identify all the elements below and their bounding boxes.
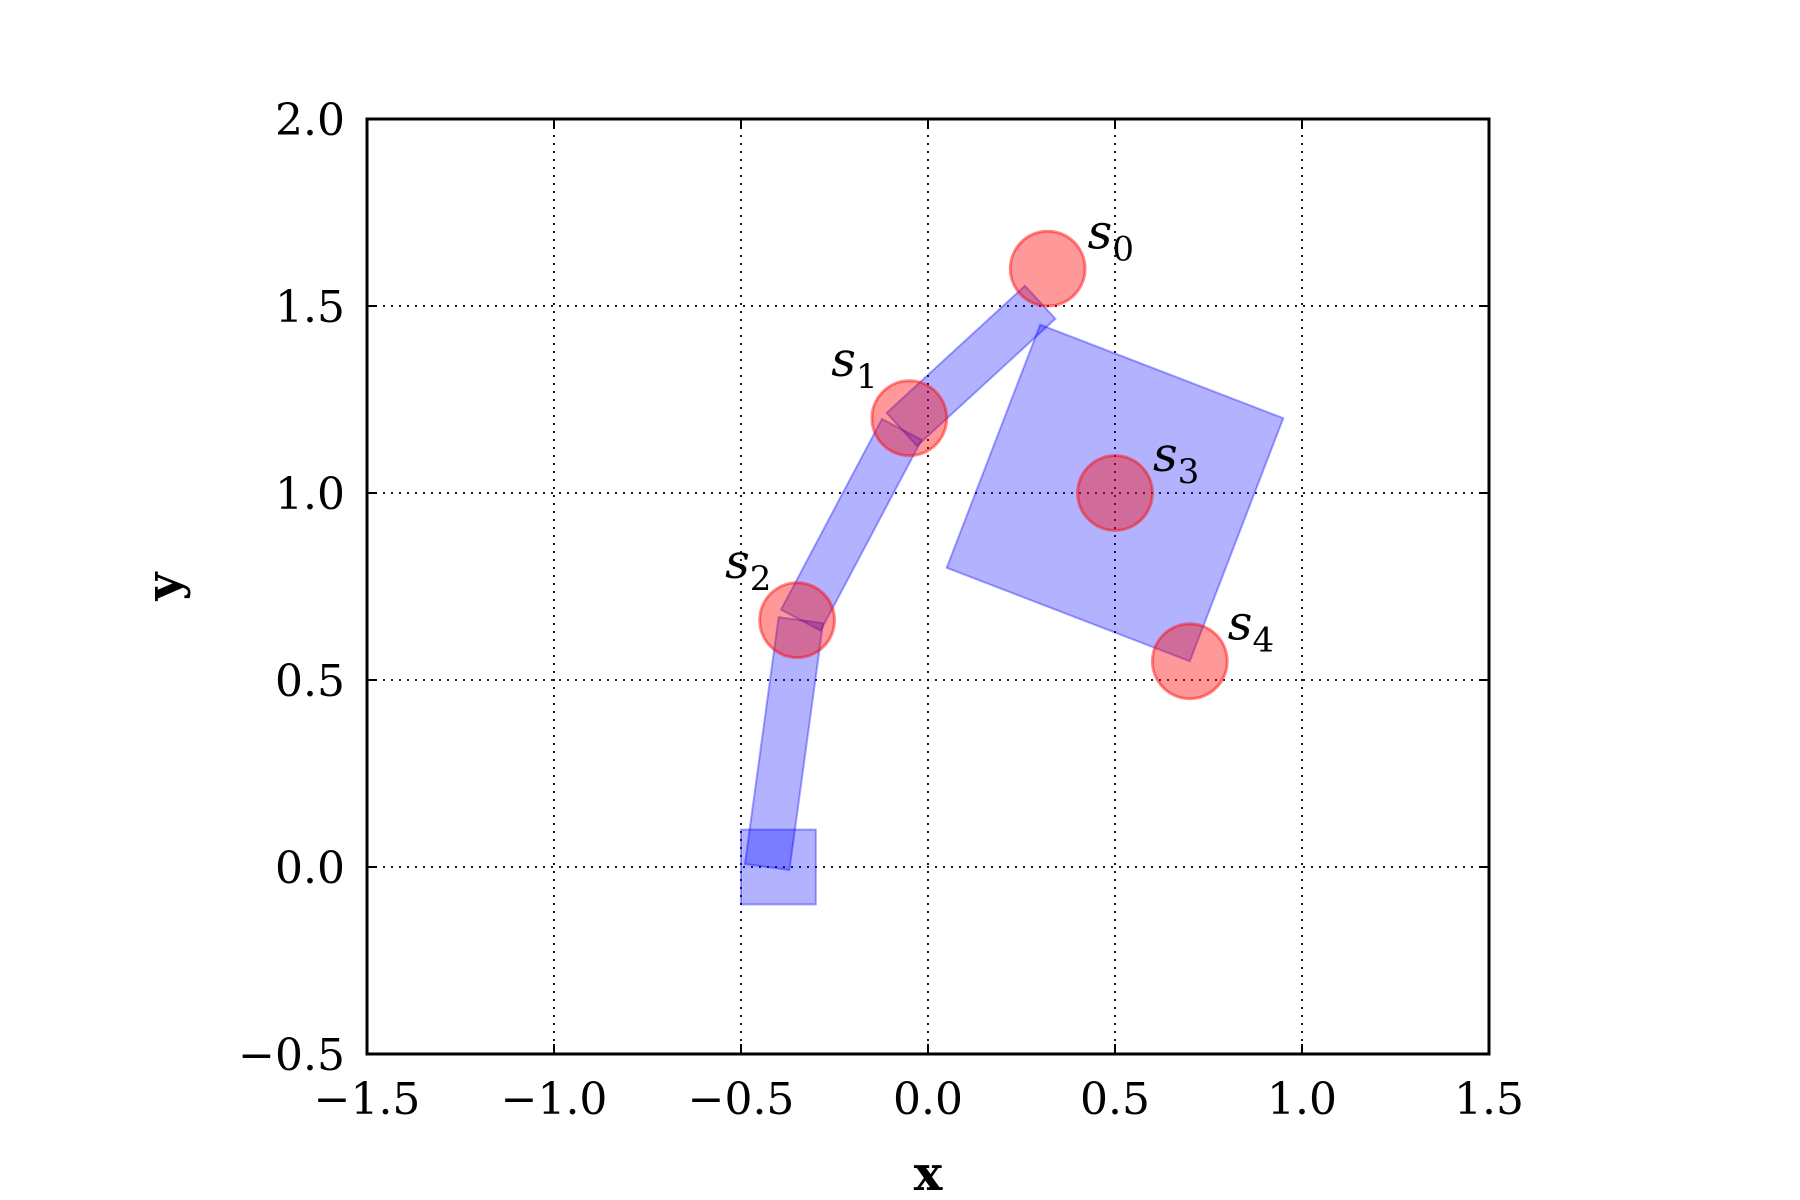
waypoint-circle [870, 379, 949, 458]
x-tick-label: −1.5 [314, 1074, 421, 1125]
x-axis-label: x [914, 1146, 943, 1200]
y-tick-label: 1.5 [275, 282, 345, 333]
x-tick-label: −1.0 [501, 1074, 608, 1125]
y-axis-label: y [136, 570, 192, 601]
y-tick-label: 2.0 [275, 95, 345, 146]
x-tick-label: 1.5 [1454, 1074, 1524, 1125]
waypoint-labels: s0 s1 s2 s3 s4 [725, 205, 1274, 661]
arm-segment [743, 616, 825, 872]
waypoint-circle [758, 581, 836, 660]
x-tick-label: −0.5 [688, 1074, 795, 1125]
waypoint-label: s0 [1088, 205, 1134, 270]
arm-segment [885, 284, 1057, 448]
grid-lines [367, 119, 1489, 1054]
robot-arm [740, 284, 1285, 906]
y-tick-label: 0.0 [275, 843, 345, 894]
y-tick-label: −0.5 [238, 1030, 345, 1081]
waypoints [758, 229, 1229, 701]
arm-base [740, 828, 817, 906]
arm-segment [779, 417, 924, 633]
y-tick-label: 0.5 [275, 656, 345, 707]
waypoint-label: s3 [1153, 427, 1199, 492]
x-tick-label: 1.0 [1267, 1074, 1337, 1125]
x-tick-label: 0.5 [1080, 1074, 1150, 1125]
axis-ticks: −1.5 −1.0 −0.5 0.0 0.5 1.0 1.5 −0.5 0.0 0.5 1.0 1.5… [238, 95, 1524, 1125]
x-tick-label: 0.0 [893, 1074, 963, 1125]
waypoint-circle [1150, 622, 1229, 701]
waypoint-circle [1076, 454, 1154, 532]
y-tick-label: 1.0 [275, 469, 345, 520]
waypoint-label: s1 [831, 332, 877, 397]
waypoint-circle [1008, 229, 1087, 308]
plot-frame [365, 117, 1491, 1056]
arm-end-box [945, 323, 1285, 663]
waypoint-label: s4 [1228, 595, 1274, 660]
waypoint-label: s2 [725, 534, 771, 599]
